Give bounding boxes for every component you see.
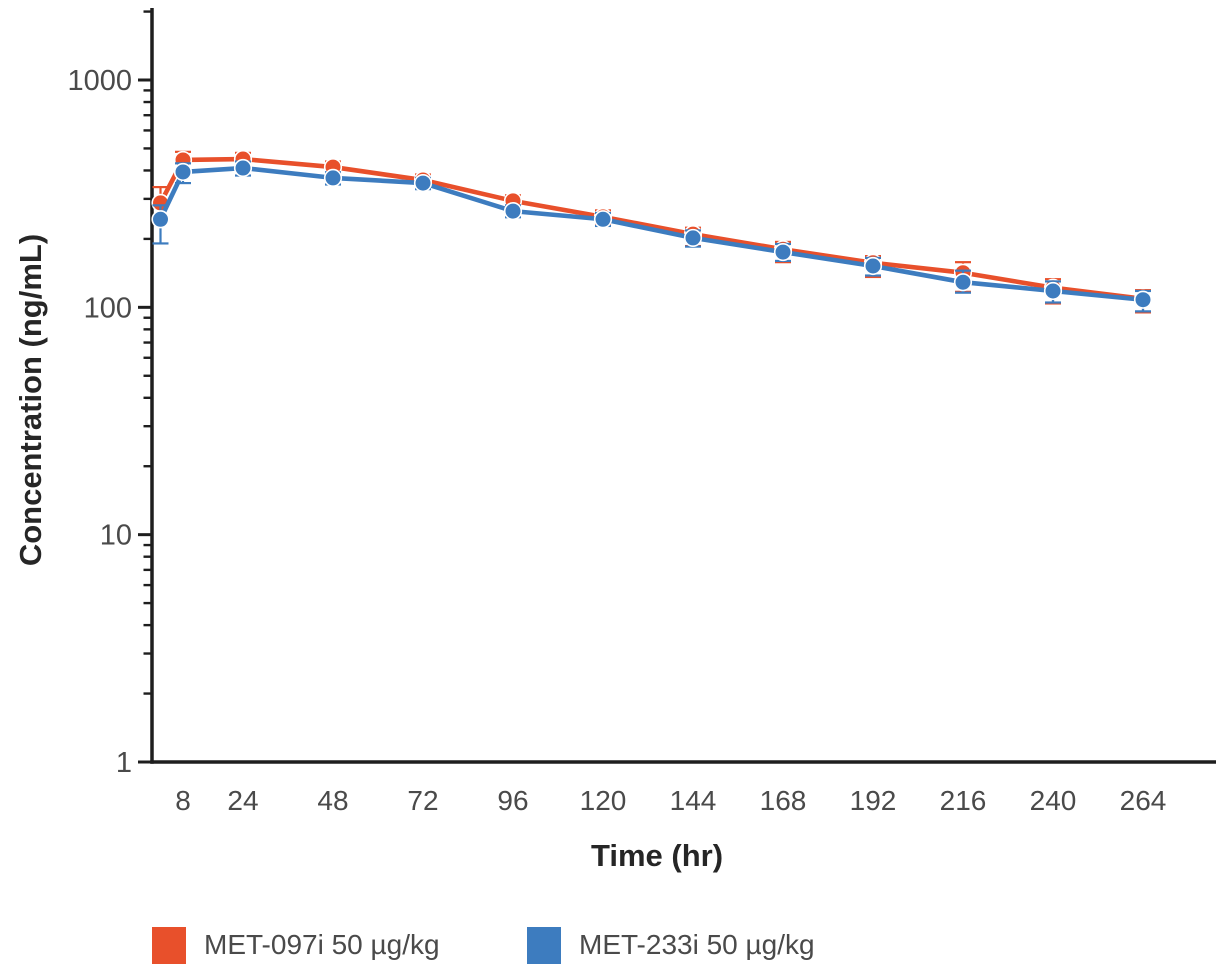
data-point-met-233i <box>503 202 523 221</box>
data-point-met-233i <box>773 242 793 262</box>
x-tick-label: 72 <box>407 785 438 816</box>
x-tick-label: 48 <box>317 785 348 816</box>
data-point-met-233i <box>683 228 703 248</box>
legend-item-met-233i: MET-233i 50 µg/kg <box>527 924 815 966</box>
y-tick-label: 10 <box>100 520 132 552</box>
x-tick-label: 216 <box>940 785 987 816</box>
y-tick-label: 1 <box>116 747 132 779</box>
x-tick-label: 240 <box>1030 785 1077 816</box>
data-point-met-233i <box>593 210 613 229</box>
x-tick-label: 192 <box>850 785 897 816</box>
y-tick-label: 100 <box>84 292 132 324</box>
x-tick-label: 264 <box>1120 785 1167 816</box>
x-tick-label: 120 <box>580 785 627 816</box>
x-tick-label: 144 <box>670 785 717 816</box>
data-point-met-233i <box>863 256 883 276</box>
data-point-met-233i <box>953 273 973 292</box>
x-tick-label: 8 <box>175 785 191 816</box>
x-tick-label: 24 <box>227 785 258 816</box>
data-point-met-233i <box>323 168 343 187</box>
x-axis-title: Time (hr) <box>590 838 724 873</box>
legend-label-met-233i: MET-233i 50 µg/kg <box>579 929 815 960</box>
y-tick-label: 1000 <box>67 65 132 97</box>
x-tick-label: 96 <box>497 785 528 816</box>
legend: MET-097i 50 µg/kg MET-233i 50 µg/kg <box>0 924 1230 970</box>
met-097i-swatch-icon <box>152 926 186 964</box>
x-tick-label: 168 <box>760 785 807 816</box>
data-point-met-233i <box>233 158 253 178</box>
legend-label-met-097i: MET-097i 50 µg/kg <box>204 929 440 960</box>
met-233i-swatch-icon <box>527 926 561 964</box>
data-point-met-233i <box>151 210 170 229</box>
data-point-met-233i <box>413 173 433 193</box>
data-point-met-233i <box>1043 281 1063 301</box>
data-point-met-233i <box>1133 290 1153 309</box>
data-point-met-233i <box>173 162 193 182</box>
legend-item-met-097i: MET-097i 50 µg/kg <box>152 924 440 966</box>
y-axis-title: Concentration (ng/mL) <box>13 233 48 567</box>
